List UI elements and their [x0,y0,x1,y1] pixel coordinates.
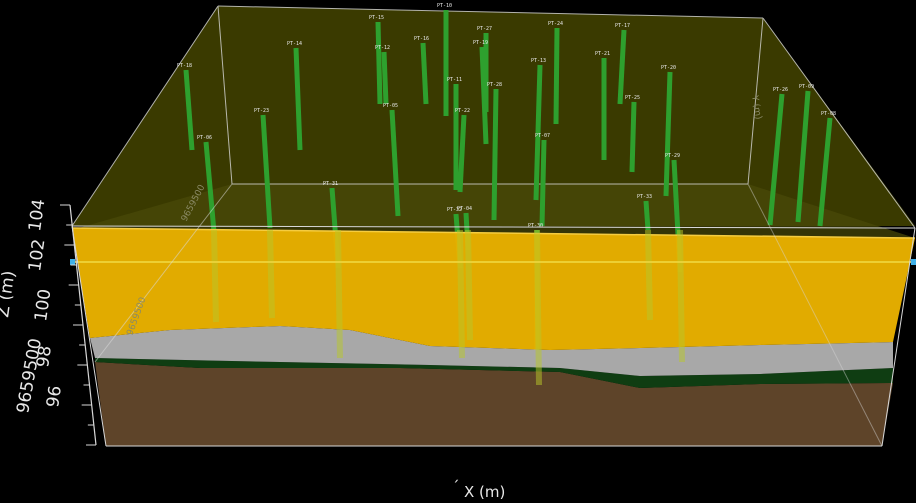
borehole-label: PT-19 [473,40,488,46]
borehole-trace [267,229,275,319]
x-axis: ´ X (m) [452,478,505,501]
borehole-pt-14[interactable] [293,47,303,151]
z-tick-label: 102 [25,238,49,273]
borehole-label: PT-10 [437,3,452,9]
borehole-pt-09[interactable] [795,90,811,223]
borehole-label: PT-24 [548,21,563,27]
borehole-pt-16[interactable] [420,42,429,105]
borehole-pt-33[interactable] [643,200,651,231]
borehole-pt-17[interactable] [617,29,627,105]
y-tick-front: 9659500 [13,337,46,415]
borehole-label: PT-18 [177,63,192,69]
layer-clay [90,326,893,376]
borehole-label: PT-22 [455,108,470,114]
x-tick-mark: ´ [452,478,460,496]
layer-top-soil [72,228,915,350]
bounding-box-front [71,183,916,447]
z-axis-label: Z (m) [0,269,19,318]
borehole-trace [335,229,343,359]
y-axis-label-back: Y (m) [749,94,763,121]
cut-plane[interactable] [70,259,916,265]
borehole-label: PT-33 [637,194,652,200]
z-tick-label: 96 [43,384,66,408]
borehole-label: PT-17 [615,23,630,29]
strata-section [71,227,916,446]
borehole-label: PT-32 [447,207,462,213]
borehole-pt-20[interactable] [663,71,673,197]
borehole-pt-13[interactable] [533,64,543,201]
layer-bedrock [95,362,893,446]
borehole-label: PT-27 [477,26,492,32]
borehole-label: PT-12 [375,45,390,51]
borehole-pt-06[interactable] [203,141,217,233]
borehole-label: PT-05 [383,103,398,109]
borehole-label: PT-06 [197,135,212,141]
borehole-pt-08[interactable] [817,117,833,227]
borehole-trace [534,229,542,386]
borehole-label: PT-11 [447,77,462,83]
borehole-label: PT-31 [323,181,338,187]
borehole-label: PT-28 [487,82,502,88]
borehole-pt-07[interactable] [539,139,547,227]
borehole-pt-24[interactable] [553,27,560,125]
borehole-label: PT-21 [595,51,610,57]
borehole-label: PT-29 [665,153,680,159]
borehole-pt-05[interactable] [389,109,401,217]
borehole-trace [677,229,685,363]
z-tick-label: 98 [33,344,56,368]
borehole-pt-22[interactable] [457,114,467,193]
borehole-label: PT-09 [799,84,814,90]
borehole-label: PT-30 [528,223,543,229]
z-tick-label: 100 [31,288,55,323]
borehole-label: PT-14 [287,41,302,47]
borehole-label: PT-15 [369,15,384,21]
borehole-traces-group [211,229,685,386]
borehole-label: PT-23 [254,108,269,114]
borehole-label: PT-07 [535,133,550,139]
borehole-pt-26[interactable] [767,93,785,226]
borehole-trace [211,229,219,323]
borehole-label: PT-08 [821,111,836,117]
borehole-pt-23[interactable] [260,114,273,229]
borehole-pt-18[interactable] [183,69,195,151]
z-axis: 104 102 100 98 96 Z (m) [0,198,97,446]
borehole-pt-15[interactable] [375,21,383,105]
borehole-pt-25[interactable] [629,101,637,173]
borehole-trace [457,229,465,359]
borehole-trace [465,229,473,341]
borehole-label: PT-04 [457,206,472,212]
borehole-label: PT-20 [661,65,676,71]
z-tick-label: 104 [25,198,49,233]
borehole-pt-28[interactable] [491,88,499,221]
borehole-label: PT-26 [773,87,788,93]
borehole-pt-19[interactable] [479,46,489,145]
borehole-trace [645,229,653,321]
borehole-label: PT-13 [531,58,546,64]
borehole-pt-12[interactable] [381,51,389,105]
borehole-label: PT-16 [414,36,429,42]
layer-dark-seam [95,358,893,388]
x-axis-label: X (m) [464,483,505,501]
borehole-label: PT-25 [625,95,640,101]
bounding-box-back [71,5,916,229]
